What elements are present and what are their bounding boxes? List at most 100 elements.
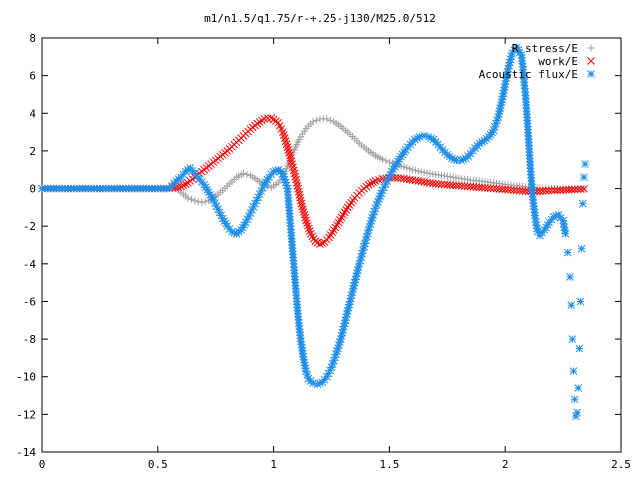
data-point [506, 55, 515, 64]
data-point [495, 110, 503, 118]
data-point [269, 115, 278, 124]
data-point [478, 138, 486, 146]
data-point [556, 186, 565, 194]
data-point [238, 223, 247, 232]
y-tick-label: 6 [29, 70, 36, 83]
data-point [254, 193, 263, 202]
data-point [298, 202, 307, 211]
data-point [367, 217, 376, 225]
data-point [209, 195, 218, 204]
data-point [241, 218, 250, 227]
data-point [299, 205, 307, 214]
data-point [191, 197, 199, 205]
data-point [365, 223, 374, 231]
data-point [340, 319, 349, 328]
data-point [356, 256, 365, 265]
data-point [304, 224, 313, 233]
data-point [565, 185, 573, 194]
data-point [364, 226, 373, 234]
chart-title: m1/n1.5/q1.75/r-+.25-j130/M25.0/512 [204, 12, 436, 25]
data-point [217, 211, 225, 220]
data-point [258, 116, 266, 125]
data-point [300, 211, 309, 219]
data-point [324, 369, 333, 378]
x-tick-label: 2.5 [611, 458, 631, 471]
data-point [353, 266, 362, 274]
data-point [417, 168, 425, 176]
data-point [323, 115, 331, 123]
data-point [567, 301, 576, 310]
data-point [385, 158, 393, 166]
data-point [228, 227, 236, 236]
data-point [391, 174, 400, 182]
data-point [493, 116, 501, 125]
data-point [344, 303, 353, 312]
data-point [498, 95, 507, 104]
data-point [575, 344, 584, 353]
data-point [382, 157, 390, 165]
data-point [328, 360, 337, 368]
y-tick-label: -8 [23, 333, 36, 346]
data-point [392, 160, 401, 168]
legend-marker [587, 57, 595, 65]
data-point [500, 83, 509, 92]
data-point [282, 140, 291, 148]
data-point [334, 344, 342, 352]
data-point [249, 202, 258, 211]
data-point [246, 209, 255, 217]
data-point [262, 178, 270, 187]
data-point [424, 132, 433, 141]
x-tick-label: 1.5 [379, 458, 399, 471]
x-tick-label: 0.5 [148, 458, 168, 471]
data-point [286, 154, 295, 163]
data-point [198, 199, 206, 207]
data-point [376, 192, 384, 200]
y-tick-label: -2 [23, 220, 36, 233]
data-point [313, 380, 322, 389]
data-point [415, 132, 424, 141]
data-point [179, 181, 188, 190]
data-point [457, 156, 466, 165]
data-point [495, 107, 504, 115]
data-point [218, 214, 227, 223]
data-point [251, 199, 259, 208]
data-point [532, 221, 541, 230]
data-point [252, 196, 261, 205]
data-point [345, 300, 354, 309]
data-point [294, 184, 302, 193]
data-point [292, 175, 300, 184]
data-point [348, 288, 357, 296]
data-point [293, 182, 302, 190]
data-point [257, 187, 266, 195]
data-point [360, 239, 369, 248]
data-point [237, 226, 246, 234]
data-point [327, 363, 336, 372]
data-point [369, 178, 378, 187]
data-point [533, 227, 542, 236]
data-point [287, 157, 296, 166]
data-point [311, 237, 320, 246]
data-point [301, 213, 310, 222]
data-point [359, 246, 367, 255]
data-point [288, 160, 296, 168]
data-point [338, 328, 347, 337]
data-point [272, 166, 280, 175]
data-point [499, 89, 508, 98]
data-point [316, 379, 324, 388]
data-point [352, 272, 361, 281]
data-point [386, 170, 395, 179]
data-point [269, 167, 278, 176]
data-point [403, 164, 411, 172]
data-point [255, 190, 264, 199]
data-point [294, 187, 303, 196]
data-point [221, 219, 230, 228]
data-point [342, 313, 351, 321]
data-point [550, 186, 559, 195]
data-point [372, 201, 381, 209]
data-point [281, 178, 290, 187]
data-point [363, 229, 372, 238]
data-point [347, 291, 356, 300]
y-tick-label: -14 [16, 446, 36, 459]
data-point [543, 221, 552, 229]
